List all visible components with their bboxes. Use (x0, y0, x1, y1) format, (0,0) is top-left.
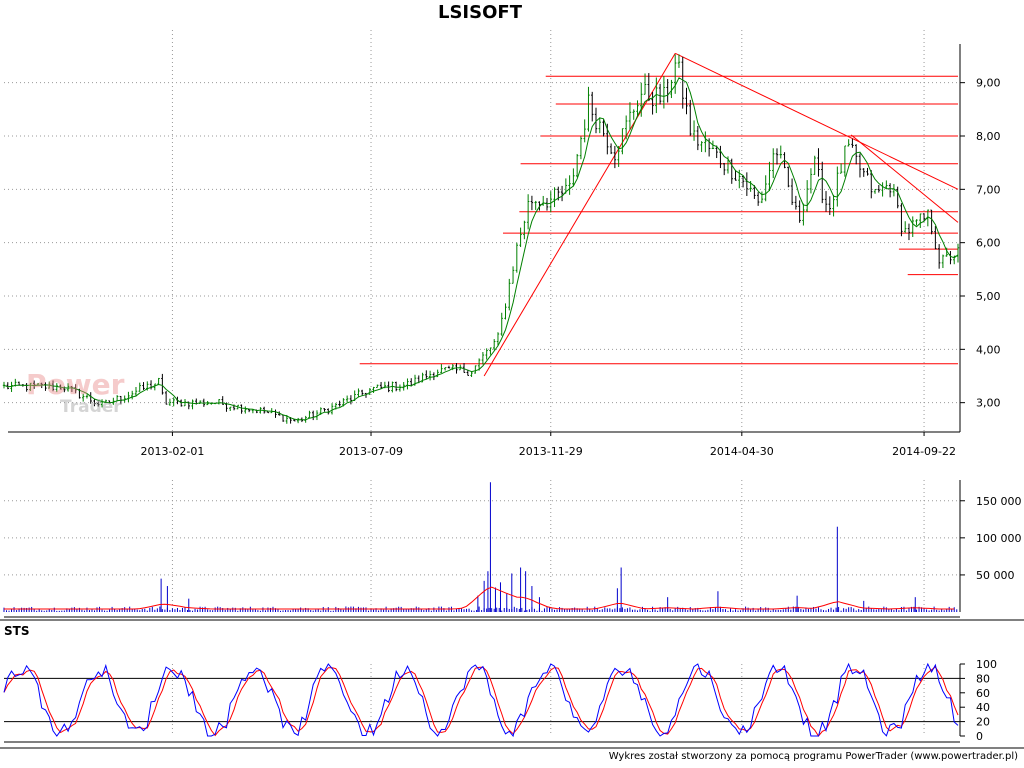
chart-title: LSISOFT (438, 2, 522, 23)
sts-y-tick-label: 80 (976, 672, 990, 685)
volume-grid (4, 480, 958, 612)
sts-y-tick-label: 60 (976, 687, 990, 700)
sts-y-tick-label: 40 (976, 701, 990, 714)
price-y-tick-label: 7,00 (976, 183, 1001, 196)
sts-lines (3, 662, 960, 738)
volume-y-tick-label: 150 000 (976, 495, 1022, 508)
watermark-logo-trader: Trader (60, 397, 122, 417)
volume-y-tick-label: 50 000 (976, 569, 1015, 582)
price-y-tick-label: 5,00 (976, 290, 1001, 303)
volume-y-tick-label: 100 000 (976, 532, 1022, 545)
price-y-tick-label: 8,00 (976, 130, 1001, 143)
price-y-tick-label: 6,00 (976, 237, 1001, 250)
watermark-logo-power: Power (26, 368, 125, 401)
volume-average-line (4, 586, 955, 610)
price-x-tick-label: 2013-07-09 (339, 445, 403, 458)
price-y-tick-label: 3,00 (976, 397, 1001, 410)
price-moving-average (3, 77, 959, 421)
price-x-tick-label: 2013-11-29 (519, 445, 583, 458)
footer-note: Wykres został stworzony za pomocą progra… (608, 751, 1018, 762)
sts-grid (171, 664, 925, 736)
volume-axis: 50 000 100 000 150 000 (4, 480, 1022, 618)
sts-y-tick-label: 20 (976, 716, 990, 729)
price-axis: 3,00 4,00 5,00 6,00 7,00 8,00 9,00 2013-02-01 20… (8, 44, 1001, 458)
trend-line (850, 134, 959, 223)
price-x-tick-label: 2014-04-30 (710, 445, 774, 458)
sts-main-line (3, 662, 959, 738)
price-support-lines (359, 52, 959, 377)
indicator-label: STS (4, 624, 30, 638)
price-x-tick-label: 2014-09-22 (892, 445, 956, 458)
sts-y-tick-label: 0 (976, 730, 983, 743)
sts-signal-line (3, 666, 959, 737)
price-x-tick-label: 2013-02-01 (140, 445, 204, 458)
price-candles (2, 54, 960, 424)
trend-line (483, 53, 676, 377)
price-grid (4, 30, 958, 432)
price-y-tick-label: 4,00 (976, 343, 1001, 356)
volume-bars (3, 482, 958, 612)
sts-y-tick-label: 100 (976, 658, 997, 671)
trend-line (674, 52, 959, 190)
price-y-tick-label: 9,00 (976, 77, 1001, 90)
